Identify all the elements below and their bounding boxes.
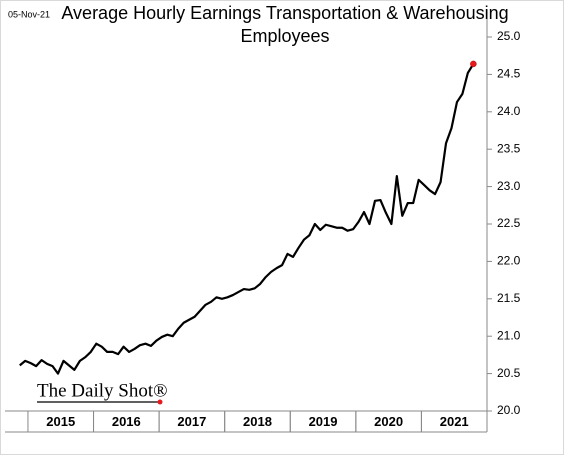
x-tick-label: 2017	[177, 414, 206, 429]
y-tick-label: 20.5	[497, 366, 521, 380]
source-logo: The Daily Shot®	[37, 380, 168, 401]
data-line	[19, 63, 475, 375]
y-tick-label: 24.0	[497, 104, 521, 118]
y-tick-label: 20.0	[497, 403, 521, 417]
x-tick-label: 2018	[243, 414, 272, 429]
y-tick-label: 24.5	[497, 67, 521, 81]
x-tick-label: 2020	[374, 414, 403, 429]
y-tick-label: 21.0	[497, 328, 521, 342]
date-label: 05-Nov-21	[8, 9, 50, 19]
chart-title: Average Hourly Earnings Transportation &…	[61, 3, 509, 46]
logo-dot	[157, 399, 163, 405]
last-point-marker	[470, 60, 477, 68]
x-tick-label: 2015	[46, 414, 75, 429]
x-tick-label: 2021	[440, 414, 469, 429]
y-tick-label: 23.5	[497, 141, 521, 155]
y-tick-label: 23.0	[497, 179, 521, 193]
y-tick-label: 21.5	[497, 291, 521, 305]
y-tick-label: 22.0	[497, 254, 521, 268]
x-tick-label: 2019	[309, 414, 338, 429]
y-tick-label: 22.5	[497, 216, 521, 230]
x-tick-label: 2016	[112, 414, 141, 429]
y-tick-label: 25.0	[497, 29, 521, 43]
